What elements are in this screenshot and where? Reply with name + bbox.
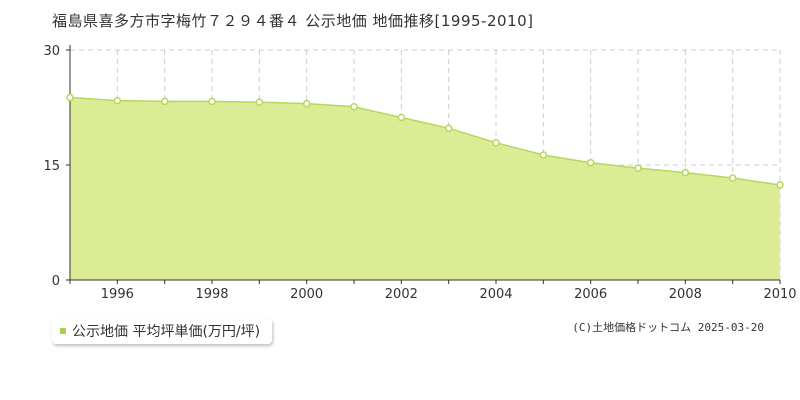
point-layer [66, 93, 784, 189]
legend-swatch-icon [60, 328, 66, 334]
data-point [539, 151, 548, 159]
chart-title: 福島県喜多方市字梅竹７２９４番４ 公示地価 地価推移[1995-2010] [52, 12, 534, 30]
legend: 公示地価 平均坪単価(万円/坪) [52, 318, 273, 344]
series-area [70, 97, 780, 281]
legend-label: 公示地価 平均坪単価(万円/坪) [72, 324, 261, 340]
y-tick-label: 15 [43, 159, 60, 174]
x-tick-label: 2006 [574, 287, 607, 302]
data-point [66, 93, 74, 102]
y-tick-label: 30 [43, 44, 60, 59]
x-tick-label: 1996 [101, 287, 134, 302]
data-point [160, 97, 169, 106]
data-point [492, 139, 500, 147]
series-line [69, 96, 781, 186]
data-point [255, 98, 264, 106]
x-tick-label: 2008 [669, 287, 702, 302]
x-tick-label: 2010 [763, 287, 796, 302]
data-point [634, 164, 642, 172]
data-point [444, 124, 453, 132]
area-layer [69, 96, 781, 281]
x-tick-label: 1998 [195, 287, 228, 302]
data-point [113, 96, 122, 105]
y-tick-label: 0 [52, 274, 60, 289]
x-tick-label: 2004 [479, 287, 512, 302]
data-point [208, 97, 216, 106]
data-point [586, 158, 595, 167]
copyright-text: (C)土地価格ドットコム 2025-03-20 [572, 321, 764, 334]
data-point [681, 168, 690, 177]
data-point [776, 181, 784, 189]
data-point [728, 174, 737, 182]
data-point [397, 113, 406, 122]
axis-layer [66, 45, 781, 284]
x-tick-label: 2000 [290, 287, 323, 302]
data-point [302, 99, 311, 108]
data-point [350, 102, 358, 111]
x-tick-label: 2002 [385, 287, 418, 302]
label-layer: 1996 1998 2000 2002 2004 2006 2008 2010 0 15 30 [43, 44, 796, 302]
